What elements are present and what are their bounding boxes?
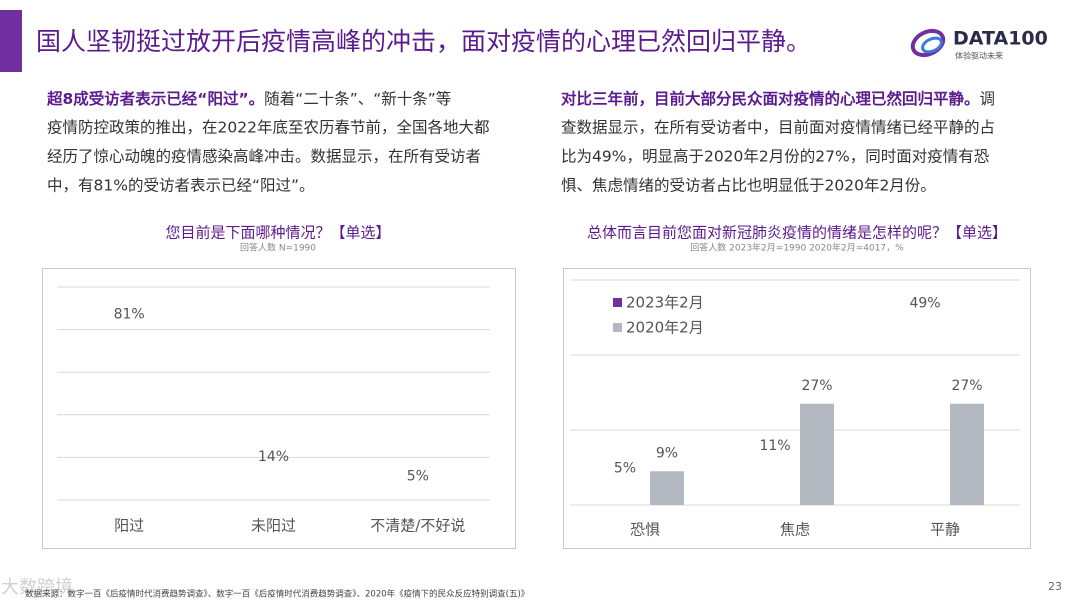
data-label: 27%: [951, 378, 982, 394]
paragraph-line: 查数据显示，在所有受访者中，目前面对疫情情绪已经平静的占: [561, 119, 995, 137]
legend-label: 2020年2月: [626, 319, 704, 337]
paragraph-bold: 对比三年前，目前大部分民众面对疫情的心理已然回归平静。: [561, 89, 980, 108]
paragraph-line: 超8成受访者表示已经“阳过”。随着“二十条”、“新十条”等: [46, 89, 451, 108]
data-label: 11%: [759, 438, 790, 454]
legend-swatch: [613, 298, 622, 307]
bar: [112, 327, 146, 500]
bar: [401, 489, 435, 500]
paragraph-line: 惧、焦虑情绪的受访者占比也明显低于2020年2月份。: [561, 177, 936, 195]
title-accent: [0, 10, 22, 72]
x-tick-label: 阳过: [114, 517, 144, 535]
watermark: 大数跨境: [1, 577, 73, 598]
paragraph-text: 随着“二十条”、“新十条”等: [264, 90, 451, 108]
chart-title: 总体而言目前您面对新冠肺炎疫情的情绪是怎样的呢？【单选】: [587, 224, 1007, 242]
slide-title: 国人坚韧挺过放开后疫情高峰的冲击，面对疫情的心理已然回归平静。: [36, 27, 811, 56]
bar: [608, 486, 642, 505]
x-tick-label: 恐惧: [630, 521, 660, 539]
x-tick-label: 不清楚/不好说: [370, 517, 465, 535]
chart-subtitle: 回答人数 N=1990: [240, 242, 316, 254]
bar: [257, 470, 291, 500]
source-note: 数据来源：数字一百《后疫情时代消费趋势调查》、数字一百《后疫情时代消费趋势调查》…: [25, 589, 529, 600]
data-label: 9%: [656, 445, 678, 461]
logo-icon: [910, 28, 946, 58]
logo-text: DATA100: [953, 28, 1048, 50]
paragraph-line: 对比三年前，目前大部分民众面对疫情的心理已然回归平静。调: [561, 89, 995, 108]
paragraph-bold: 超8成受访者表示已经“阳过”。: [46, 89, 264, 108]
bar: [800, 403, 834, 505]
page-number: 23: [1048, 580, 1062, 593]
x-tick-label: 未阳过: [251, 517, 296, 535]
chart-title: 您目前是下面哪种情况？【单选】: [165, 224, 390, 242]
chart-frame: [42, 268, 516, 549]
data-label: 27%: [801, 378, 832, 394]
logo-icon: [921, 36, 943, 54]
legend-label: 2023年2月: [626, 294, 704, 312]
paragraph-text: 调: [980, 90, 996, 108]
data-label: 49%: [909, 295, 940, 311]
logo-slogan: 体验驱动未来: [955, 51, 1003, 61]
bar: [650, 471, 684, 505]
legend-swatch: [613, 323, 622, 332]
chart-frame: [563, 268, 1031, 549]
bar: [950, 403, 984, 505]
paragraph-line: 经历了惊心动魄的疫情感染高峰冲击。数据显示，在所有受访者: [47, 148, 481, 166]
paragraph-line: 中，有81%的受访者表示已经“阳过”。: [47, 177, 315, 195]
data-label: 81%: [114, 306, 145, 322]
data-label: 5%: [407, 468, 429, 484]
paragraph-line: 疫情防控政策的推出，在2022年底至农历春节前，全国各地大都: [47, 119, 489, 137]
chart-subtitle: 回答人数 2023年2月=1990 2020年2月=4017，%: [690, 242, 904, 254]
data-label: 5%: [614, 460, 636, 476]
bar: [908, 321, 942, 505]
paragraph-line: 比为49%，明显高于2020年2月份的27%，同时面对疫情有恐: [561, 148, 990, 166]
x-tick-label: 焦虑: [780, 521, 810, 539]
logo: DATA100 体验驱动未来: [910, 28, 1048, 61]
x-tick-label: 平静: [930, 521, 960, 539]
bar: [758, 464, 792, 505]
data-label: 14%: [258, 449, 289, 465]
